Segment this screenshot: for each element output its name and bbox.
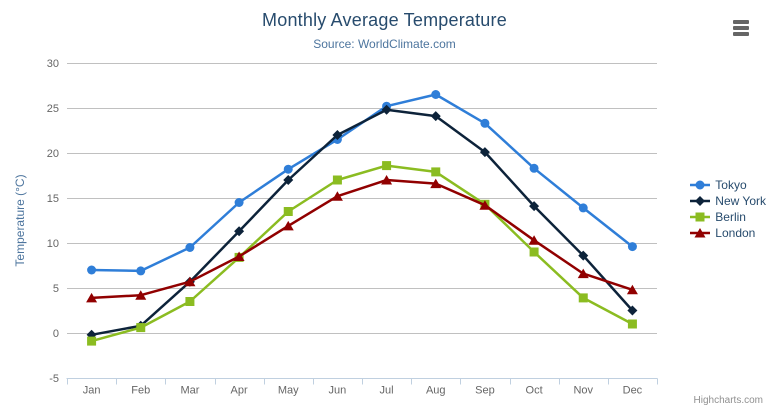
x-axis-label: May xyxy=(278,385,299,397)
data-point-triangle xyxy=(430,178,442,189)
data-point-triangle xyxy=(626,284,638,295)
data-point-circle xyxy=(185,243,195,252)
data-point-triangle xyxy=(331,191,343,201)
data-point-circle xyxy=(578,203,588,213)
series-line-berlin xyxy=(90,164,634,343)
x-axis-label: Aug xyxy=(426,385,446,397)
y-axis-label: 5 xyxy=(53,283,59,295)
y-axis-label: 15 xyxy=(47,193,59,205)
hamburger-icon xyxy=(733,32,749,36)
data-point-square xyxy=(382,161,392,171)
legend-item-tokyo[interactable]: Tokyo xyxy=(690,177,766,193)
legend-label: London xyxy=(715,226,756,240)
legend-label: New York xyxy=(715,194,766,208)
triangle-marker-icon xyxy=(690,228,711,238)
chart-title: Monthly Average Temperature xyxy=(262,10,507,30)
data-point-triangle xyxy=(282,220,294,231)
data-point-triangle xyxy=(86,292,98,303)
data-point-triangle xyxy=(528,235,540,245)
y-axis-label: 20 xyxy=(47,148,59,160)
y-axis-title: Temperature (°C) xyxy=(13,174,27,266)
data-point-diamond xyxy=(430,111,441,122)
legend-item-new-york[interactable]: New York xyxy=(690,193,766,209)
x-axis-label: Nov xyxy=(573,385,593,397)
x-axis-label: Apr xyxy=(231,385,248,397)
data-point-triangle xyxy=(381,175,393,185)
data-point-square xyxy=(627,319,637,329)
data-point-diamond xyxy=(283,175,294,185)
data-point-diamond xyxy=(332,130,343,140)
data-point-square xyxy=(185,297,195,306)
data-point-square xyxy=(332,175,342,185)
data-point-circle xyxy=(136,266,146,276)
x-axis-label: Sep xyxy=(475,385,495,397)
data-point-circle xyxy=(480,118,490,128)
hamburger-icon xyxy=(733,20,749,24)
data-point-square xyxy=(578,293,588,303)
x-axis-label: Mar xyxy=(180,385,199,397)
data-point-circle xyxy=(283,164,293,174)
legend-label: Berlin xyxy=(715,210,746,224)
legend-item-london[interactable]: London xyxy=(690,225,766,241)
y-axis-label: 30 xyxy=(47,58,59,70)
chart-subtitle: Source: WorldClimate.com xyxy=(313,37,456,51)
y-axis-label: -5 xyxy=(49,373,59,385)
data-point-triangle xyxy=(135,290,147,300)
square-marker-icon xyxy=(690,212,711,222)
data-point-square xyxy=(136,323,146,333)
series-line-tokyo xyxy=(90,93,634,273)
data-point-diamond xyxy=(234,226,245,237)
data-point-triangle xyxy=(577,268,589,279)
data-point-circle xyxy=(627,242,637,252)
y-axis-label: 10 xyxy=(47,238,59,250)
x-axis-label: Dec xyxy=(623,385,643,397)
data-point-triangle xyxy=(233,251,245,261)
x-axis-label: Jun xyxy=(329,385,347,397)
data-point-circle xyxy=(529,163,539,173)
diamond-marker-icon xyxy=(690,196,711,206)
data-point-triangle xyxy=(479,200,491,210)
credits-link[interactable]: Highcharts.com xyxy=(693,395,763,406)
circle-marker-icon xyxy=(690,180,711,190)
legend-label: Tokyo xyxy=(715,178,747,192)
data-point-circle xyxy=(431,90,441,99)
data-point-circle xyxy=(87,265,97,275)
series-line-new-york xyxy=(90,108,634,337)
data-point-triangle xyxy=(184,276,196,287)
legend-item-berlin[interactable]: Berlin xyxy=(690,209,766,225)
x-axis-label: Jul xyxy=(380,385,394,397)
data-point-diamond xyxy=(381,104,392,115)
data-point-square xyxy=(283,207,293,216)
y-axis-label: 25 xyxy=(47,103,59,115)
data-point-diamond xyxy=(578,250,589,261)
data-point-diamond xyxy=(529,201,540,212)
x-axis-label: Oct xyxy=(526,385,543,397)
x-axis-label: Jan xyxy=(83,385,101,397)
data-point-square xyxy=(431,167,441,177)
data-point-circle xyxy=(234,198,244,207)
data-point-diamond xyxy=(627,305,638,316)
data-point-square xyxy=(529,247,539,257)
y-axis-label: 0 xyxy=(53,328,59,340)
legend: Tokyo New York Berlin London xyxy=(690,177,766,241)
hamburger-icon xyxy=(733,26,749,30)
x-axis-label: Feb xyxy=(131,385,150,397)
context-menu-button[interactable] xyxy=(733,20,749,37)
series-line-london xyxy=(90,178,634,300)
data-point-diamond xyxy=(479,147,490,158)
data-point-square xyxy=(87,336,97,346)
